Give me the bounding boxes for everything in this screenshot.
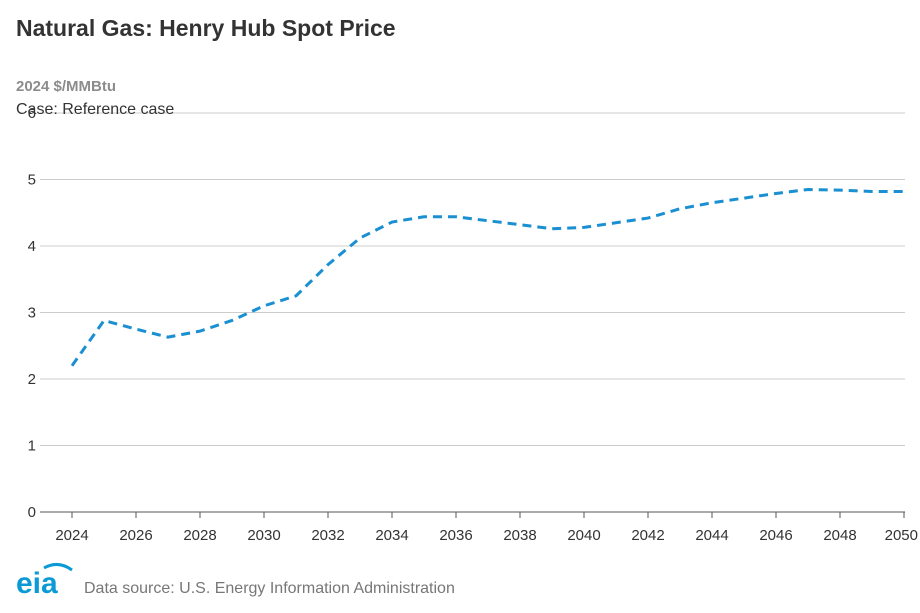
y-tick-label: 0	[28, 504, 36, 521]
data-point[interactable]	[804, 185, 812, 193]
y-tick-label: 6	[28, 105, 36, 122]
data-point[interactable]	[164, 333, 172, 341]
data-point[interactable]	[100, 316, 108, 324]
axes: 0 1 2 3 4 5 6 2024 2026 2028 2030 2032 2034 2036 2038 2…	[28, 105, 918, 544]
data-point[interactable]	[68, 362, 76, 370]
svg-text:eia: eia	[16, 567, 58, 600]
data-point[interactable]	[676, 205, 684, 213]
data-point[interactable]	[516, 221, 524, 229]
data-point[interactable]	[228, 316, 236, 324]
x-tick-label: 2028	[183, 527, 216, 544]
x-tick-label: 2046	[759, 527, 792, 544]
data-point[interactable]	[388, 218, 396, 226]
data-point[interactable]	[900, 187, 908, 195]
chart-title: Natural Gas: Henry Hub Spot Price	[16, 15, 396, 41]
data-point[interactable]	[292, 292, 300, 300]
data-point[interactable]	[644, 214, 652, 222]
x-tick-label: 2026	[119, 527, 152, 544]
data-point[interactable]	[740, 194, 748, 202]
eia-logo-icon: eia	[16, 563, 73, 600]
data-point[interactable]	[196, 327, 204, 335]
data-point[interactable]	[420, 213, 428, 221]
x-tick-label: 2048	[823, 527, 856, 544]
data-point[interactable]	[836, 186, 844, 194]
x-tick-label: 2050	[885, 527, 918, 544]
data-point[interactable]	[548, 225, 556, 233]
data-point[interactable]	[708, 199, 716, 207]
data-point[interactable]	[868, 187, 876, 195]
y-tick-label: 1	[28, 438, 36, 455]
x-tick-label: 2036	[439, 527, 472, 544]
x-tick-label: 2024	[55, 527, 88, 544]
x-tick-label: 2044	[695, 527, 728, 544]
data-point[interactable]	[612, 219, 620, 227]
data-point[interactable]	[452, 213, 460, 221]
y-tick-label: 4	[28, 238, 36, 255]
series-layer	[68, 185, 908, 370]
x-tick-label: 2030	[247, 527, 280, 544]
data-point[interactable]	[772, 189, 780, 197]
data-point[interactable]	[580, 223, 588, 231]
x-tick-label: 2040	[567, 527, 600, 544]
y-axis-units-label: 2024 $/MMBtu	[16, 78, 117, 95]
series-line	[70, 187, 904, 367]
data-point[interactable]	[132, 325, 140, 333]
y-tick-label: 2	[28, 371, 36, 388]
x-tick-label: 2038	[503, 527, 536, 544]
y-tick-label: 5	[28, 172, 36, 189]
y-tick-label: 3	[28, 305, 36, 322]
gridlines	[40, 112, 905, 446]
data-source-note: Data source: U.S. Energy Information Adm…	[84, 580, 455, 597]
x-tick-label: 2034	[375, 527, 408, 544]
data-point[interactable]	[324, 261, 332, 269]
case-label: Case: Reference case	[16, 101, 175, 118]
x-tick-label: 2032	[311, 527, 344, 544]
x-tick-label: 2042	[631, 527, 664, 544]
data-point[interactable]	[260, 302, 268, 310]
data-point[interactable]	[484, 217, 492, 225]
data-point[interactable]	[356, 234, 364, 242]
